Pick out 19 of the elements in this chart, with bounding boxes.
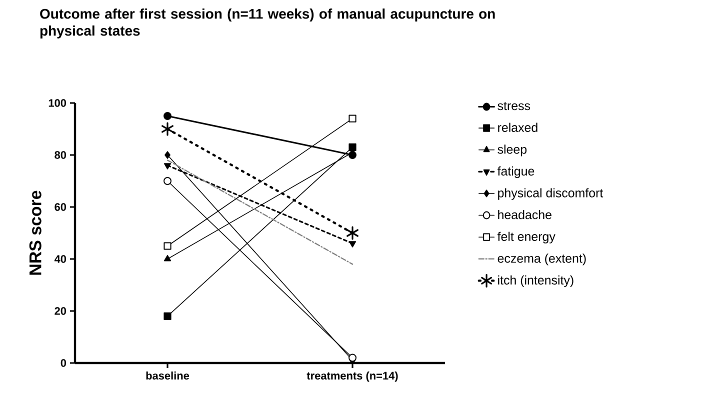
legend-label: sleep [498,144,527,156]
legend-label: itch (intensity) [498,275,574,288]
legend-label: felt energy [497,232,556,244]
chart-title: Outcome after first session (n=11 weeks) of manual acupuncture on physical states [40,8,495,38]
y-tick-label: 20 [54,307,66,315]
legend-label: stress [498,102,530,110]
legend-label: relaxed [498,122,538,132]
y-tick-label: 100 [48,99,66,107]
legend-label: physical discomfort [498,188,604,200]
y-tick-label: 80 [54,151,66,159]
legend-label: headache [498,210,552,220]
y-tick-label: 40 [54,255,66,263]
y-axis-title: NRS score [29,190,42,275]
legend-label: fatigue [497,166,534,178]
x-tick-label: baseline [146,372,190,380]
y-tick-label: 0 [60,359,66,367]
legend-label: eczema (extent) [498,254,586,266]
x-tick-label: treatments (n=14) [306,372,398,382]
y-tick-label: 60 [54,203,66,211]
